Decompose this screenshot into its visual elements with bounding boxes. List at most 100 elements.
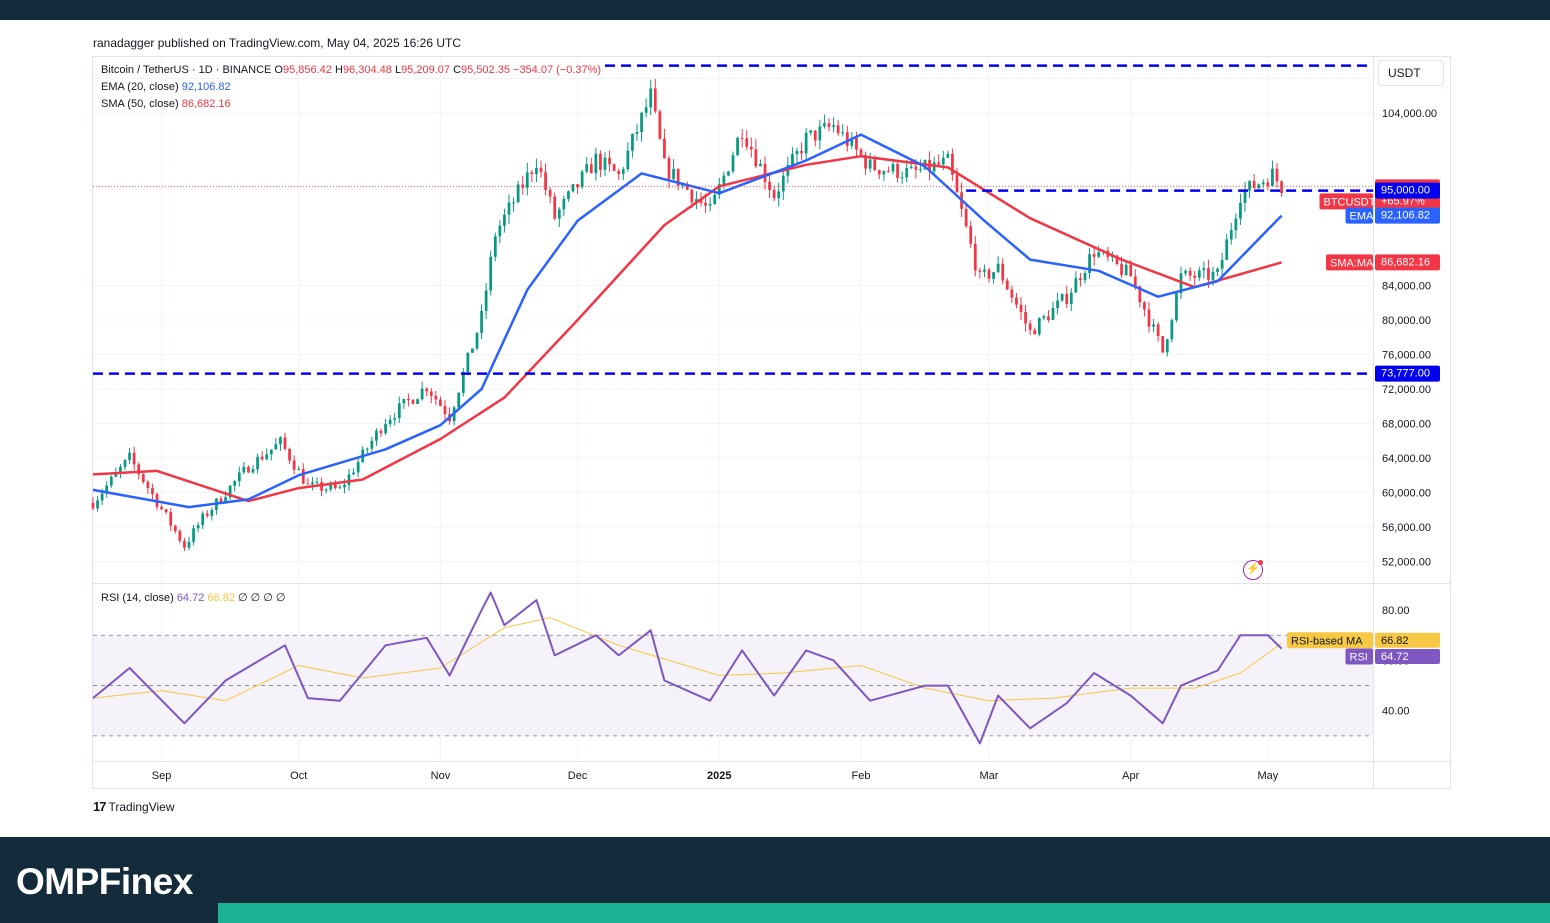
rsi-ma-line [92,617,1282,702]
level-95000-badge-text: 95,000.00 [1381,185,1430,197]
candle-body [187,541,191,548]
candle-body [416,399,419,404]
rsi-extra-values: ∅ ∅ ∅ ∅ [238,592,286,604]
candle-body [311,482,314,485]
candle-body [484,290,488,311]
candle-body [896,164,899,179]
candle-body [1188,270,1192,276]
candle-body [100,493,104,501]
time-tick-label: Oct [290,770,307,782]
candle-body [1069,292,1073,304]
price-tick-label: 72,000.00 [1382,384,1431,396]
candle-body [695,199,698,203]
price-tick-label: 68,000.00 [1382,418,1431,430]
candle-body [160,506,163,510]
candle-body [343,485,346,488]
candle-body [663,138,666,159]
candle-body [791,154,794,166]
candle-body [1120,264,1123,275]
candle-body [1170,320,1174,340]
candle-body [1015,297,1018,305]
rsi-label[interactable]: RSI (14, close) [101,592,174,604]
time-tick-label: Apr [1122,770,1139,782]
candle-body [265,454,269,460]
candle-body [891,164,895,172]
candle-body [740,137,744,139]
candle-body [119,466,122,473]
candle-body [137,464,141,475]
candle-body [1138,286,1142,303]
candle-body [882,171,886,175]
candle-body [987,269,991,279]
candle-body [612,164,616,171]
last-price-badge-tag-bg [1319,193,1373,210]
low-value: 95,209.07 [401,64,450,76]
candle-body [1129,264,1133,277]
candle-body [347,474,351,486]
candle-body [759,163,762,167]
notification-dot [1258,560,1263,565]
candle-body [996,263,1000,273]
candle-body [429,391,433,396]
candle-body [1225,239,1229,260]
candle-body [955,174,959,193]
candle-body [544,172,547,190]
candle-body [233,481,237,486]
tradingview-brand[interactable]: 17 TradingView [93,799,175,814]
rsi-badge-tag-bg [1345,648,1373,665]
candle-body [836,125,840,134]
candle-body [818,126,822,141]
candle-body [941,157,945,165]
candle-body [900,177,904,179]
candle-body [196,525,200,529]
open-label: O [274,64,283,76]
candle-body [388,419,392,424]
candle-body [640,112,643,132]
candle-body [1047,316,1050,320]
currency-selector[interactable]: USDT [1378,60,1444,86]
level-95000-badge-bg [1375,182,1440,199]
time-tick-label: 2025 [707,770,731,782]
rsi-value: 64.72 [176,592,205,604]
flash-icon[interactable]: ⚡ [1243,560,1263,580]
ema-label[interactable]: EMA (20, close) [101,81,179,93]
high-label: H [334,64,343,76]
candle-body [608,157,611,165]
candle-body [873,159,877,171]
candle-body [653,88,657,112]
sma-badge-tag-bg [1326,254,1373,271]
candle-body [183,540,186,548]
candle-body [114,472,118,477]
candle-body [224,497,227,503]
candle-body [1028,323,1032,330]
rsi-tick-label: 80.00 [1382,605,1410,617]
candle-body [365,448,369,450]
symbol-label[interactable]: Bitcoin / TetherUS · 1D · BINANCE [101,64,272,76]
candle-body [461,372,465,393]
rsi-badge-bg [1375,649,1440,665]
candle-body [1175,293,1178,321]
candle-body [644,107,648,113]
candle-body [1257,184,1261,189]
candle-body [973,243,977,271]
candle-body [905,167,909,178]
candle-body [530,172,534,175]
candle-body [338,487,342,489]
candle-body [1152,324,1155,327]
candle-body [1083,272,1087,281]
candle-body [969,226,973,244]
candle-body [539,167,543,173]
sma-value: 86,682.16 [181,98,231,110]
candle-body [877,170,881,175]
candle-body [777,191,781,199]
candle-body [1207,268,1210,280]
candle-body [580,171,584,188]
top-bar [0,0,1550,20]
footer-brand: OMPFinex [16,861,193,902]
candle-body [576,184,579,188]
candle-body [109,476,113,486]
sma-label[interactable]: SMA (50, close) [101,98,179,110]
candle-body [503,214,506,226]
candle-body [105,485,109,494]
